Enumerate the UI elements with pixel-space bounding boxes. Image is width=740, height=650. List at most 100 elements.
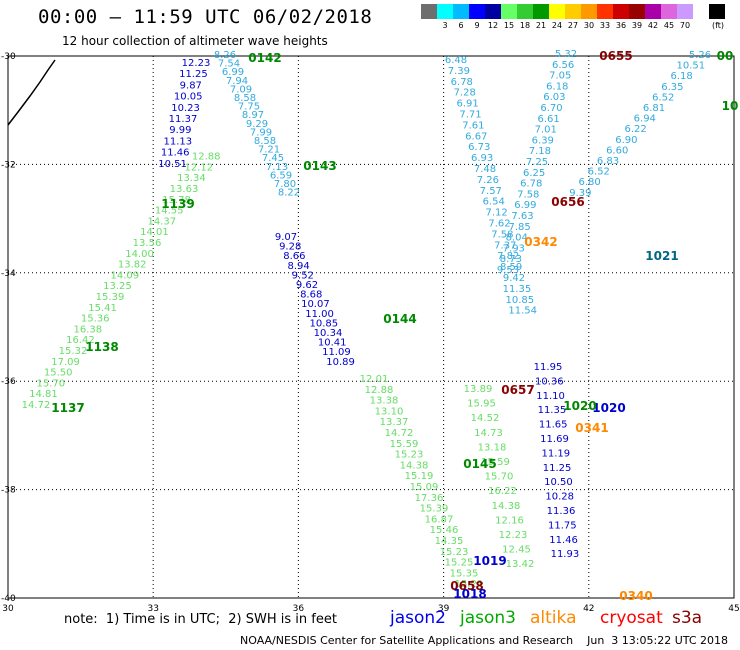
time-stamp: 1137 (51, 401, 84, 415)
time-stamp: 1020 (592, 401, 625, 415)
swh-value: 7.21 (258, 145, 280, 156)
scale-label: 70 (679, 21, 691, 30)
swh-value: 6.22 (624, 124, 646, 135)
swh-value: 11.10 (536, 391, 565, 402)
scale-swatch (693, 4, 709, 30)
swh-value: 10.50 (544, 477, 573, 488)
swh-value: 7.99 (250, 127, 272, 138)
swh-value: 7.12 (485, 208, 507, 219)
swh-value: 15.95 (467, 399, 496, 410)
swh-value: 15.09 (410, 482, 439, 493)
swh-value: 7.13 (266, 162, 288, 173)
swh-value: 15.32 (59, 346, 88, 357)
swh-value: 11.54 (508, 306, 537, 317)
swh-value: 6.18 (670, 71, 692, 82)
swh-value: 10.07 (301, 299, 330, 310)
swh-value: 11.09 (322, 347, 351, 358)
scale-swatch: 36 (613, 4, 629, 30)
swh-value: 11.00 (305, 309, 334, 320)
swh-value: 9.07 (275, 232, 297, 243)
time-stamp: 0145 (463, 457, 496, 471)
scale-label: 42 (647, 21, 659, 30)
scale-swatch: 30 (581, 4, 597, 30)
scale-swatch: 70 (677, 4, 693, 30)
swh-value: 11.19 (541, 448, 570, 459)
swh-value: 7.62 (488, 219, 510, 230)
scale-swatch: 6 (453, 4, 469, 30)
swh-value: 6.60 (606, 145, 628, 156)
time-stamp: 1020 (563, 399, 596, 413)
swh-value: 15.39 (96, 292, 125, 303)
swh-value: 15.36 (81, 314, 110, 325)
time-stamp: 0144 (383, 312, 416, 326)
swh-value: 7.05 (549, 71, 571, 82)
swh-value: 12.23 (499, 530, 528, 541)
swh-value: 8.68 (300, 290, 322, 301)
lon-tick-label: 39 (438, 604, 450, 614)
swh-value: 9.53 (497, 265, 519, 276)
time-stamp: 0341 (575, 421, 608, 435)
swh-value: 12.23 (182, 58, 211, 69)
swh-value: 11.65 (539, 420, 568, 431)
scale-swatch: 39 (629, 4, 645, 30)
swh-value: 11.13 (163, 136, 192, 147)
swh-value: 15.23 (395, 450, 424, 461)
swh-value: 11.35 (538, 405, 567, 416)
swh-value: 5.32 (555, 49, 577, 60)
satellite-cryosat: cryosat (600, 608, 663, 628)
swh-value: 7.82 (497, 251, 519, 262)
swh-value: 10.51 (676, 61, 705, 72)
scale-swatch: 42 (645, 4, 661, 30)
scale-swatch: 3 (437, 4, 453, 30)
swh-value: 8.22 (278, 188, 300, 199)
swh-value: 10.05 (174, 92, 203, 103)
satellite-jason3: jason3 (460, 608, 516, 628)
swh-value: 15.41 (88, 303, 117, 314)
swh-value: 12.01 (360, 374, 389, 385)
swh-value: 14.55 (155, 206, 184, 217)
swh-value: 10.23 (171, 103, 200, 114)
swh-value: 7.01 (535, 125, 557, 136)
swh-value: 7.61 (462, 120, 484, 131)
time-stamp: 1139 (161, 197, 194, 211)
swh-value: 12.88 (365, 385, 394, 396)
swh-value: 7.63 (511, 211, 533, 222)
swh-value: 17.09 (51, 357, 80, 368)
scale-label: 15 (503, 21, 515, 30)
swh-value: 6.99 (514, 200, 536, 211)
swh-value: 10.36 (535, 376, 564, 387)
swh-value: 11.35 (503, 284, 532, 295)
swh-value: 8.73 (500, 254, 522, 265)
time-stamp: 1018 (453, 587, 486, 601)
swh-value: 15.25 (445, 558, 474, 569)
swh-value: 9.39 (569, 188, 591, 199)
swh-value: 14.38 (492, 501, 521, 512)
satellite-jason2: jason2 (390, 608, 446, 628)
swh-value: 13.42 (506, 559, 535, 570)
swh-value: 13.34 (177, 173, 206, 184)
swh-value: 9.87 (180, 80, 202, 91)
time-stamp: 1138 (85, 340, 118, 354)
swh-value: 6.70 (540, 103, 562, 114)
swh-value: 9.42 (503, 273, 525, 284)
swh-value: 11.93 (551, 549, 580, 560)
swh-value: 8.58 (254, 136, 276, 147)
swh-value: 7.48 (474, 164, 496, 175)
scale-swatch: 33 (597, 4, 613, 30)
scale-swatch: 15 (501, 4, 517, 30)
swh-value: 14.37 (147, 216, 176, 227)
swh-value: 6.03 (543, 92, 565, 103)
swh-value: 17.36 (415, 493, 444, 504)
swh-value: 7.09 (230, 84, 252, 95)
swh-value: 13.89 (464, 384, 493, 395)
scale-swatch: 24 (549, 4, 565, 30)
swh-value: 9.99 (169, 125, 191, 136)
swh-value: 11.37 (169, 114, 198, 125)
swh-value: 7.25 (526, 157, 548, 168)
swh-value: 14.09 (110, 270, 139, 281)
swh-value: 14.52 (471, 413, 500, 424)
swh-value: 10.34 (314, 328, 343, 339)
footer-note: note: 1) Time is in UTC; 2) SWH is in fe… (64, 612, 337, 627)
scale-swatch (709, 4, 725, 30)
swh-value: 6.78 (520, 179, 542, 190)
